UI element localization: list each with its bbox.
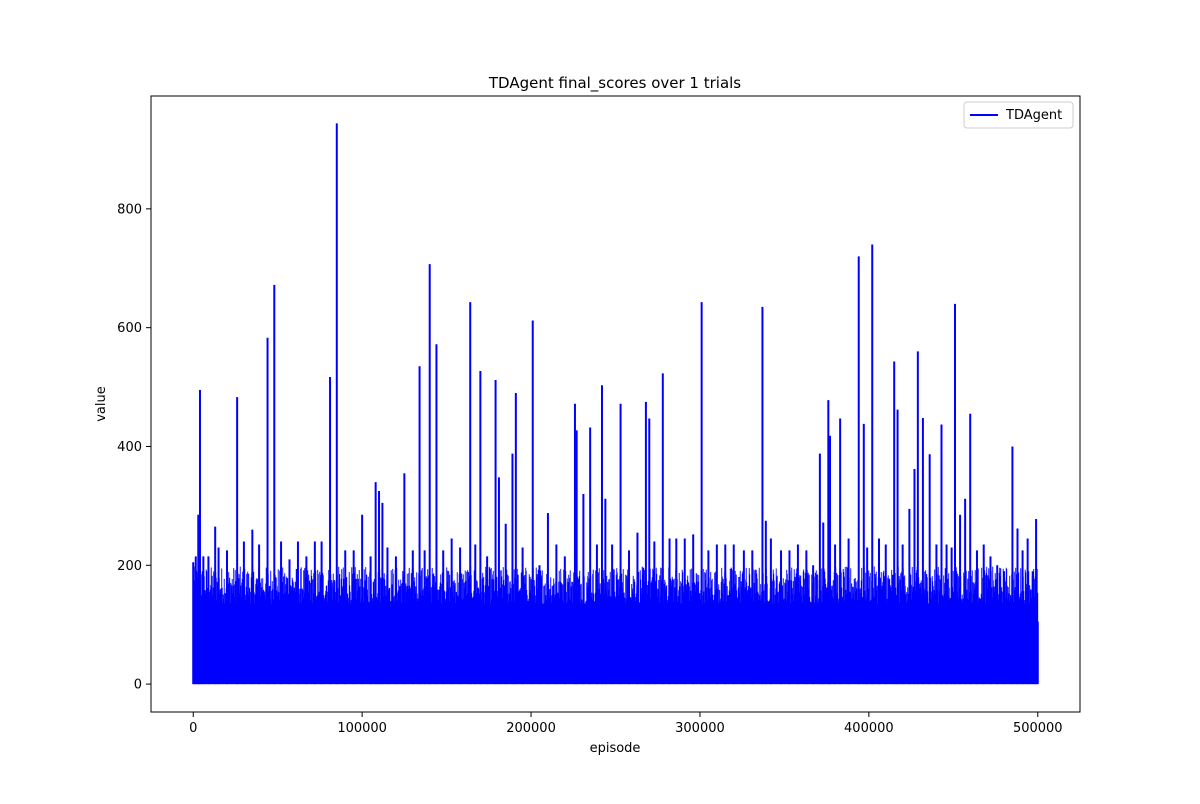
y-tick-label: 600 bbox=[117, 321, 142, 336]
x-tick-label: 400000 bbox=[844, 721, 894, 736]
x-axis: 0 100000 200000 300000 400000 500000 bbox=[189, 712, 1063, 736]
x-tick-label: 300000 bbox=[675, 721, 725, 736]
series-layer bbox=[192, 123, 1039, 685]
y-axis: 0 200 400 600 800 bbox=[117, 202, 151, 693]
y-tick-label: 0 bbox=[134, 678, 142, 693]
plot-frame bbox=[150, 95, 1081, 713]
y-axis-label: value bbox=[94, 386, 109, 422]
y-tick-label: 800 bbox=[117, 202, 142, 217]
legend: TDAgent bbox=[963, 101, 1074, 129]
x-tick-label: 0 bbox=[189, 721, 197, 736]
legend-box bbox=[963, 101, 1074, 129]
x-tick-label: 100000 bbox=[337, 721, 387, 736]
chart-title: TDAgent final_scores over 1 trials bbox=[488, 74, 741, 93]
legend-entry-tdagent: TDAgent bbox=[1005, 108, 1062, 123]
plot-area bbox=[192, 123, 1039, 685]
x-tick-label: 200000 bbox=[506, 721, 556, 736]
y-tick-label: 400 bbox=[117, 440, 142, 455]
y-tick-label: 200 bbox=[117, 559, 142, 574]
series-band-core-tdagent bbox=[193, 607, 1038, 685]
x-tick-label: 500000 bbox=[1013, 721, 1063, 736]
x-axis-label: episode bbox=[590, 741, 641, 756]
